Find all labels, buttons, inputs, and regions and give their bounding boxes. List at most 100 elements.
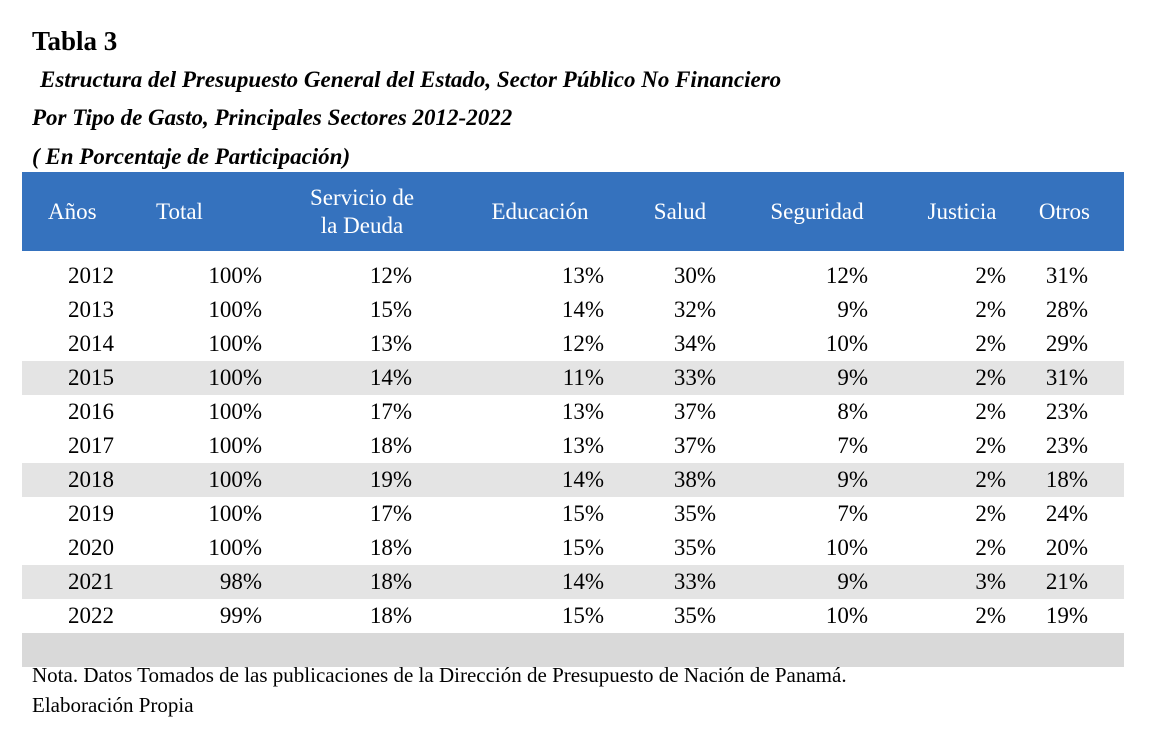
cell-seguridad: 7% xyxy=(837,501,868,526)
cell-total: 100% xyxy=(208,331,262,356)
cell-educacion: 14% xyxy=(456,565,624,599)
cell-total: 100% xyxy=(208,433,262,458)
cell-justicia: 2% xyxy=(975,603,1006,628)
cell-year: 2017 xyxy=(68,433,114,458)
cell-year: 2019 xyxy=(68,501,114,526)
cell-otros: 23% xyxy=(1045,433,1088,458)
cell-justicia: 2% xyxy=(975,263,1006,288)
cell-otros: 21% xyxy=(1026,565,1124,599)
cell-otros: 23% xyxy=(1045,399,1088,424)
cell-educacion: 11% xyxy=(456,361,624,395)
cell-seguridad: 7% xyxy=(837,433,868,458)
cell-educacion: 13% xyxy=(561,263,604,288)
table-row: 2014 100% 13% 12% 34% 10% 2% 29% xyxy=(22,327,1124,361)
cell-justicia: 3% xyxy=(898,565,1026,599)
table-row: 2019 100% 17% 15% 35% 7% 2% 24% xyxy=(22,497,1124,531)
cell-seguridad: 8% xyxy=(837,399,868,424)
cell-educacion: 14% xyxy=(561,297,604,322)
cell-servicio-deuda: 13% xyxy=(369,331,412,356)
cell-servicio-deuda: 19% xyxy=(268,463,456,497)
cell-justicia: 2% xyxy=(975,297,1006,322)
cell-total: 100% xyxy=(208,535,262,560)
header-salud: Salud xyxy=(653,198,707,224)
header-educacion: Educación xyxy=(491,198,589,224)
table-footer-bar xyxy=(22,633,1124,667)
cell-salud: 30% xyxy=(673,263,716,288)
cell-salud: 38% xyxy=(624,463,736,497)
cell-servicio-deuda: 18% xyxy=(369,433,412,458)
cell-total: 100% xyxy=(208,399,262,424)
cell-total: 100% xyxy=(148,463,268,497)
cell-total: 100% xyxy=(208,501,262,526)
cell-servicio-deuda: 18% xyxy=(268,565,456,599)
cell-total: 100% xyxy=(148,361,268,395)
cell-total: 99% xyxy=(219,603,262,628)
header-anos: Años xyxy=(48,198,97,224)
table-row: 2016 100% 17% 13% 37% 8% 2% 23% xyxy=(22,395,1124,429)
table-title: Tabla 3 xyxy=(32,26,118,56)
cell-otros: 31% xyxy=(1026,361,1124,395)
header-total: Total xyxy=(156,198,203,224)
cell-year: 2022 xyxy=(68,603,114,628)
cell-year: 2015 xyxy=(22,361,148,395)
cell-otros: 18% xyxy=(1026,463,1124,497)
cell-otros: 19% xyxy=(1045,603,1088,628)
table-row: 2015 100% 14% 11% 33% 9% 2% 31% xyxy=(22,361,1124,395)
table-row: 2017 100% 18% 13% 37% 7% 2% 23% xyxy=(22,429,1124,463)
cell-total: 100% xyxy=(208,297,262,322)
cell-year: 2018 xyxy=(22,463,148,497)
cell-servicio-deuda: 14% xyxy=(268,361,456,395)
cell-servicio-deuda: 12% xyxy=(369,263,412,288)
header-row: Años Total Servicio de la Deuda Educación… xyxy=(22,172,1124,251)
cell-total: 98% xyxy=(148,565,268,599)
cell-seguridad: 9% xyxy=(736,565,898,599)
table-row: 2021 98% 18% 14% 33% 9% 3% 21% xyxy=(22,565,1124,599)
header-otros: Otros xyxy=(1038,198,1090,224)
table-row: 2013 100% 15% 14% 32% 9% 2% 28% xyxy=(22,293,1124,327)
cell-total: 100% xyxy=(208,263,262,288)
source-note: Nota. Datos Tomados de las publicaciones… xyxy=(32,663,847,687)
table-row: 2020 100% 18% 15% 35% 10% 2% 20% xyxy=(22,531,1124,565)
cell-year: 2014 xyxy=(68,331,114,356)
cell-seguridad: 10% xyxy=(825,331,868,356)
cell-justicia: 2% xyxy=(975,501,1006,526)
cell-year: 2013 xyxy=(68,297,114,322)
cell-educacion: 14% xyxy=(456,463,624,497)
cell-seguridad: 9% xyxy=(736,361,898,395)
cell-educacion: 15% xyxy=(561,501,604,526)
cell-otros: 28% xyxy=(1045,297,1088,322)
cell-educacion: 13% xyxy=(561,433,604,458)
cell-salud: 37% xyxy=(673,433,716,458)
cell-salud: 35% xyxy=(673,603,716,628)
header-servicio-deuda: Servicio de la Deuda xyxy=(268,172,456,251)
cell-educacion: 12% xyxy=(561,331,604,356)
cell-educacion: 13% xyxy=(561,399,604,424)
authorship-note: Elaboración Propia xyxy=(32,693,194,717)
table-row: 2018 100% 19% 14% 38% 9% 2% 18% xyxy=(22,463,1124,497)
cell-justicia: 2% xyxy=(975,399,1006,424)
cell-seguridad: 12% xyxy=(825,263,868,288)
cell-seguridad: 10% xyxy=(825,603,868,628)
cell-justicia: 2% xyxy=(898,361,1026,395)
cell-justicia: 2% xyxy=(975,433,1006,458)
header-servicio-line-1: Servicio de xyxy=(309,184,415,210)
cell-year: 2016 xyxy=(68,399,114,424)
cell-educacion: 15% xyxy=(561,603,604,628)
header-servicio-line-2: la Deuda xyxy=(320,212,404,238)
subtitle-line-1: Estructura del Presupuesto General del E… xyxy=(40,67,782,92)
cell-year: 2020 xyxy=(68,535,114,560)
cell-justicia: 2% xyxy=(975,535,1006,560)
cell-justicia: 2% xyxy=(975,331,1006,356)
cell-salud: 35% xyxy=(673,535,716,560)
cell-salud: 37% xyxy=(673,399,716,424)
cell-seguridad: 9% xyxy=(736,463,898,497)
cell-servicio-deuda: 17% xyxy=(369,501,412,526)
subtitle-line-3: ( En Porcentaje de Participación) xyxy=(32,144,351,169)
footer-bar-cell xyxy=(22,633,1124,667)
cell-salud: 35% xyxy=(673,501,716,526)
cell-seguridad: 10% xyxy=(825,535,868,560)
table-row: 2022 99% 18% 15% 35% 10% 2% 19% xyxy=(22,599,1124,633)
cell-otros: 31% xyxy=(1045,263,1088,288)
cell-salud: 32% xyxy=(673,297,716,322)
cell-otros: 20% xyxy=(1045,535,1088,560)
